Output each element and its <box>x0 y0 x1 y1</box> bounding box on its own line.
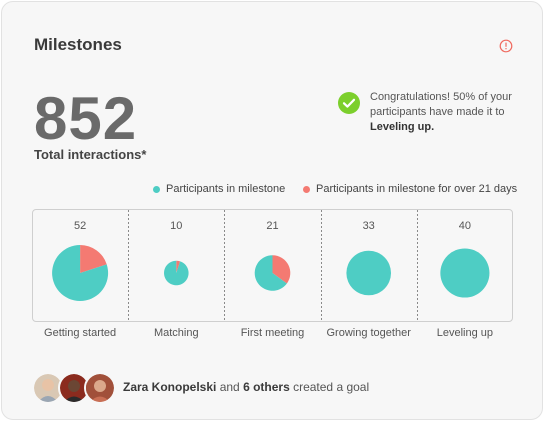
avatar[interactable] <box>84 372 116 404</box>
pie-slice-over-21-days[interactable] <box>80 245 107 273</box>
total-label: 10 <box>170 220 182 232</box>
congrats-milestone: Leveling up. <box>370 121 435 133</box>
category-label: Growing together <box>326 327 411 339</box>
total-label: 21 <box>266 220 278 232</box>
category-label: First meeting <box>240 327 305 339</box>
milestone-pie-chart: 52 10 21 33 40 <box>52 210 490 321</box>
pie-slice-in-milestone[interactable] <box>346 250 392 296</box>
card-title: Milestones <box>34 35 122 54</box>
legend-label: Participants in milestone for over 21 da… <box>316 183 518 195</box>
pie-slice-in-milestone[interactable] <box>164 260 189 286</box>
congrats-message: Congratulations! 50% of your participant… <box>370 90 530 135</box>
info-icon[interactable] <box>499 39 513 53</box>
activity-text: Zara Konopelski and 6 others created a g… <box>123 380 369 394</box>
legend-item-in-milestone: Participants in milestone <box>153 183 285 195</box>
connector-text: and <box>216 380 244 394</box>
legend-dot-coral <box>303 185 310 193</box>
total-interactions-label: Total interactions* <box>34 147 147 162</box>
actor-name[interactable]: Zara Konopelski <box>123 380 217 394</box>
category-label: Matching <box>153 327 199 339</box>
category-label: Getting started <box>44 327 117 339</box>
chart-legend: Participants in milestone Participants i… <box>0 183 546 199</box>
total-label: 40 <box>459 220 471 232</box>
pie-slice-in-milestone[interactable] <box>254 255 287 291</box>
pie-slice-in-milestone[interactable] <box>440 248 490 298</box>
total-label: 52 <box>74 220 86 232</box>
legend-dot-teal <box>153 185 160 193</box>
pie-slice-over-21-days[interactable] <box>272 255 291 284</box>
congrats-text: Congratulations! 50% of your participant… <box>370 91 512 118</box>
total-label: 33 <box>363 220 375 232</box>
action-text: created a goal <box>289 380 370 394</box>
category-label: Leveling up <box>436 327 494 339</box>
others-count[interactable]: 6 others <box>243 380 290 394</box>
pie-slice-in-milestone[interactable] <box>52 245 109 301</box>
legend-item-over-21-days: Participants in milestone for over 21 da… <box>303 183 517 195</box>
category-labels: Getting started Matching First meeting Grow… <box>32 327 513 343</box>
check-circle-icon <box>338 92 360 114</box>
pie-slice-over-21-days[interactable] <box>176 260 181 273</box>
legend-label: Participants in milestone <box>166 183 286 195</box>
total-interactions-value: 852 <box>34 85 138 152</box>
